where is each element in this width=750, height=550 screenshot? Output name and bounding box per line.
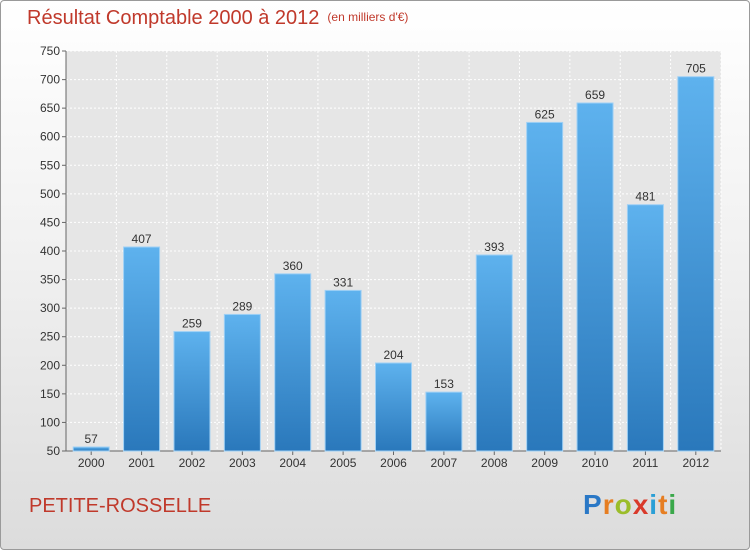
data-label-2010: 659 bbox=[585, 88, 605, 102]
x-tick-label: 2005 bbox=[330, 456, 357, 470]
y-tick-label: 500 bbox=[40, 187, 60, 201]
data-label-2005: 331 bbox=[333, 275, 353, 289]
data-label-2003: 289 bbox=[232, 299, 252, 313]
x-tick-label: 2003 bbox=[229, 456, 256, 470]
bar-2003 bbox=[223, 313, 261, 452]
y-tick-label: 450 bbox=[40, 215, 60, 229]
y-tick-label: 250 bbox=[40, 330, 60, 344]
y-tick-label: 300 bbox=[40, 301, 60, 315]
x-tick-label: 2006 bbox=[380, 456, 407, 470]
data-label-2008: 393 bbox=[484, 240, 504, 254]
x-tick-label: 2002 bbox=[179, 456, 206, 470]
x-tick-label: 2004 bbox=[279, 456, 306, 470]
data-label-2002: 259 bbox=[182, 317, 202, 331]
bar-2009 bbox=[526, 121, 564, 452]
bar-2005 bbox=[324, 289, 362, 452]
logo-letter: P bbox=[583, 489, 603, 520]
proxiti-logo: Proxiti bbox=[583, 489, 677, 521]
bar-2000 bbox=[72, 446, 110, 452]
x-tick-label: 2012 bbox=[682, 456, 709, 470]
label-layer: 57 407 259 289 360 331 204 153 393 625 659 481 705 bbox=[85, 62, 707, 446]
data-label-2006: 204 bbox=[383, 348, 403, 362]
y-tick-label: 200 bbox=[40, 358, 60, 372]
bar-2007 bbox=[425, 391, 463, 452]
y-tick-label: 150 bbox=[40, 387, 60, 401]
y-tick-label: 700 bbox=[40, 73, 60, 87]
chart-title: Résultat Comptable 2000 à 2012 (en millie… bbox=[27, 7, 408, 30]
data-label-2007: 153 bbox=[434, 377, 454, 391]
bar-2002 bbox=[173, 331, 211, 452]
chart-title-text: Résultat Comptable 2000 à 2012 bbox=[27, 7, 320, 29]
data-label-2012: 705 bbox=[686, 62, 706, 76]
data-label-2001: 407 bbox=[132, 232, 152, 246]
bar-2004 bbox=[274, 273, 312, 452]
logo-letter: o bbox=[614, 489, 633, 520]
data-label-2011: 481 bbox=[635, 190, 655, 204]
y-tick-label: 600 bbox=[40, 130, 60, 144]
data-label-2004: 360 bbox=[283, 259, 303, 273]
data-label-2009: 625 bbox=[535, 107, 555, 121]
x-tick-label: 2007 bbox=[431, 456, 458, 470]
bar-2006 bbox=[375, 362, 412, 452]
chart-subtitle: (en milliers d'€) bbox=[327, 10, 409, 24]
bar-layer bbox=[72, 76, 715, 452]
y-tick-label: 50 bbox=[47, 444, 61, 458]
x-tick-label: 2011 bbox=[633, 456, 659, 470]
axis-layer: 50 100 150 200 250 300 350 400 450 500 550 600 650 70… bbox=[40, 44, 721, 470]
x-tick-label: 2000 bbox=[78, 456, 105, 470]
x-tick-label: 2009 bbox=[531, 456, 558, 470]
logo-letter: t bbox=[658, 489, 669, 520]
logo-letter: i bbox=[649, 489, 659, 520]
y-tick-label: 650 bbox=[40, 101, 60, 115]
y-tick-label: 750 bbox=[40, 44, 60, 58]
bar-2012 bbox=[677, 76, 715, 452]
bar-2001 bbox=[123, 246, 161, 452]
commune-name: PETITE-ROSSELLE bbox=[29, 495, 212, 517]
x-tick-label: 2010 bbox=[582, 456, 609, 470]
x-tick-label: 2001 bbox=[128, 456, 155, 470]
logo-letter: x bbox=[632, 489, 650, 520]
bar-2010 bbox=[576, 102, 614, 452]
logo-letter: i bbox=[668, 489, 678, 520]
x-tick-label: 2008 bbox=[481, 456, 508, 470]
y-tick-label: 350 bbox=[40, 273, 60, 287]
bar-2011 bbox=[626, 204, 664, 452]
y-tick-label: 400 bbox=[40, 244, 60, 258]
y-tick-label: 550 bbox=[40, 158, 60, 172]
y-tick-label: 100 bbox=[40, 415, 60, 429]
data-label-2000: 57 bbox=[85, 432, 99, 446]
bar-2008 bbox=[475, 254, 513, 452]
logo-letter: r bbox=[602, 489, 615, 520]
